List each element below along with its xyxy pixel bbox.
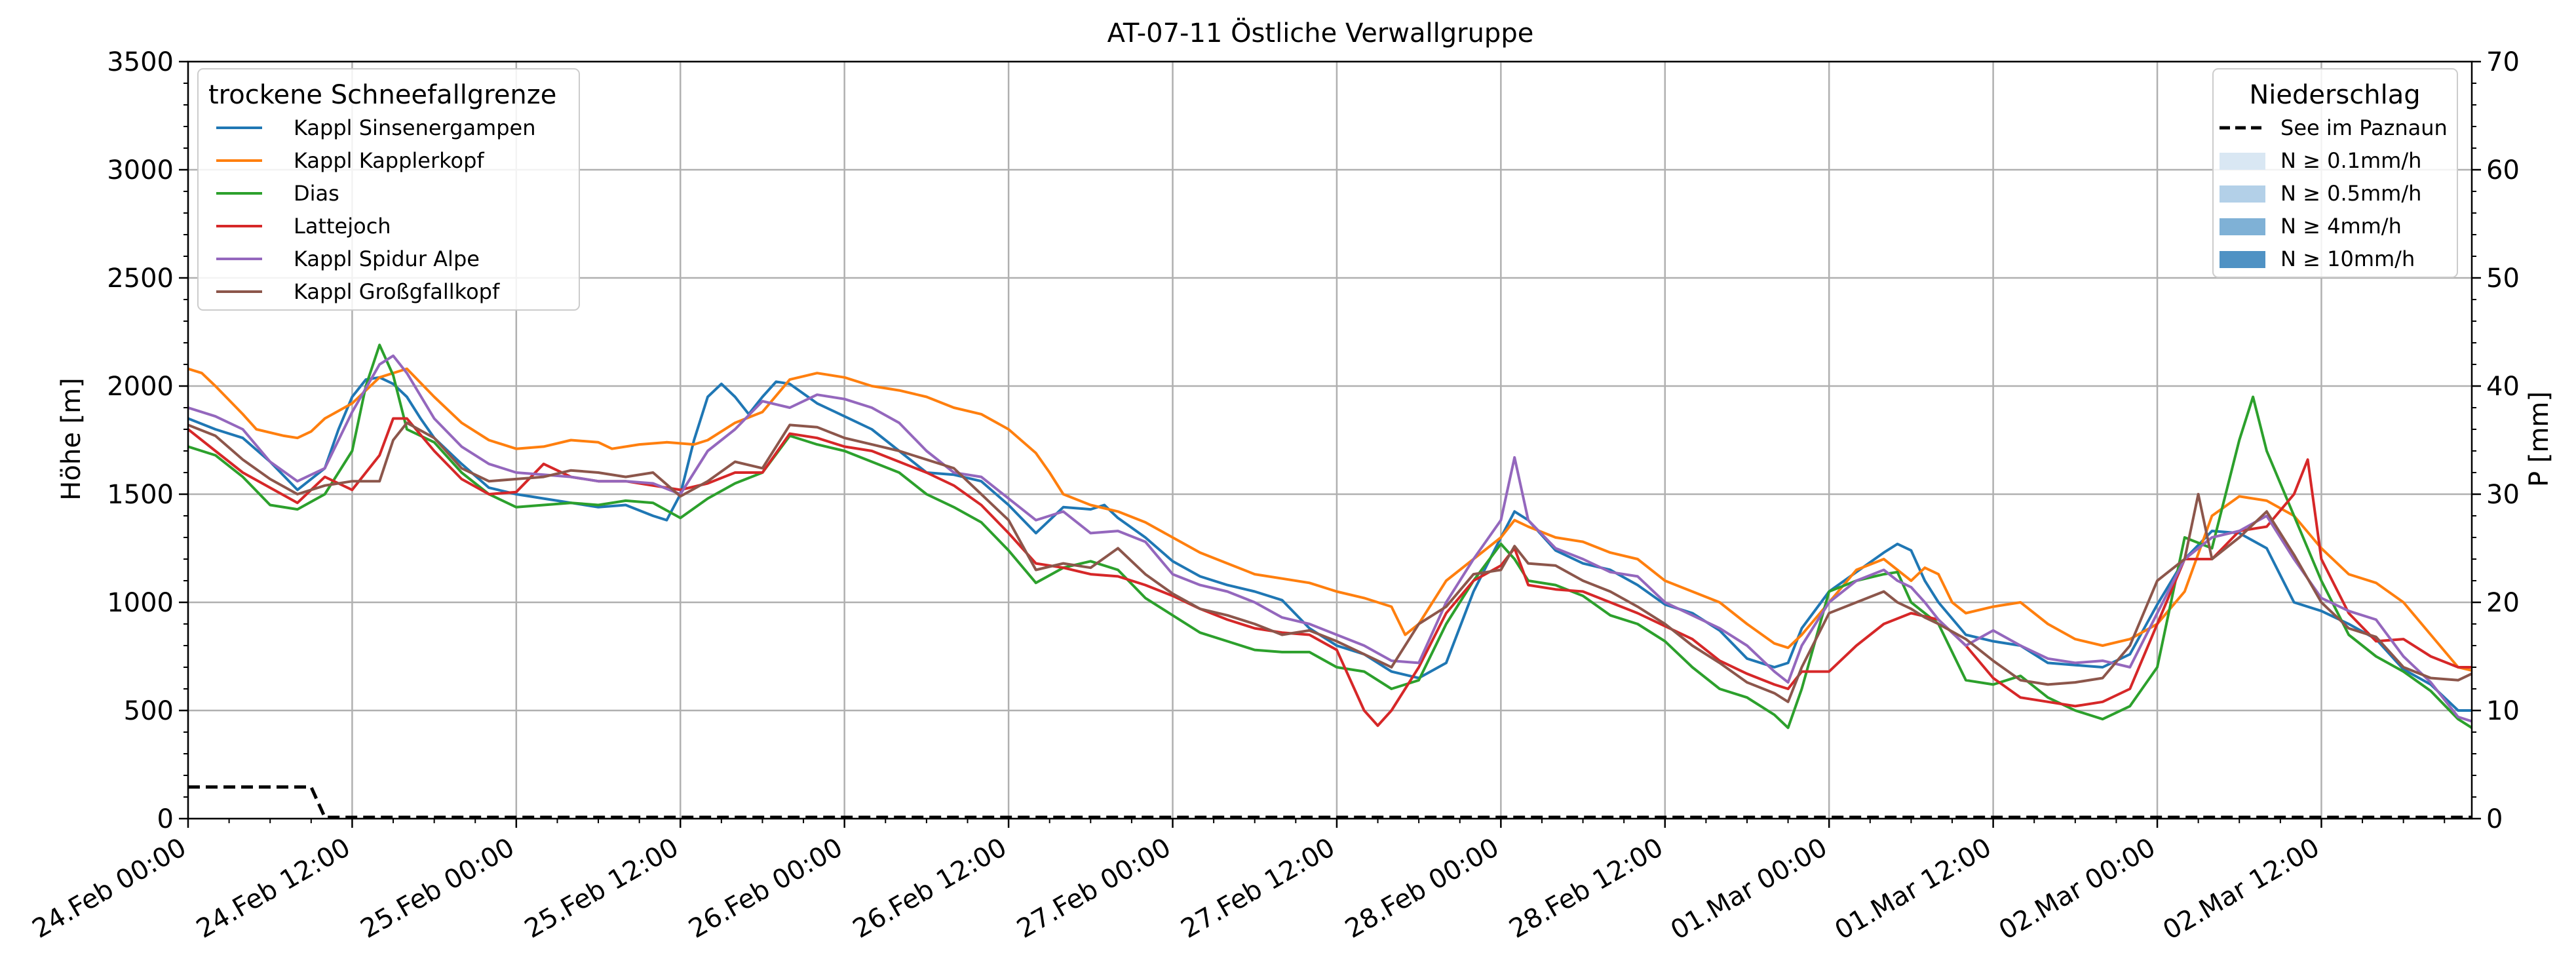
y-axis-label: Höhe [m] — [56, 378, 87, 500]
legend-patch — [2220, 185, 2265, 203]
legend-item-label: Kappl Großgfallkopf — [294, 279, 500, 304]
y-tick-label: 0 — [157, 804, 174, 834]
y2-tick-label: 40 — [2486, 372, 2520, 402]
legend-item-label: N ≥ 10mm/h — [2280, 246, 2415, 271]
y2-tick-label: 50 — [2486, 263, 2520, 294]
legend-patch — [2220, 251, 2265, 268]
x-tick-label: 24.Feb 12:00 — [191, 832, 355, 944]
x-tick-label: 25.Feb 12:00 — [520, 832, 683, 944]
y2-tick-label: 70 — [2486, 47, 2520, 77]
y-tick-label: 2500 — [107, 263, 174, 294]
x-tick-label: 02.Mar 00:00 — [1994, 832, 2161, 946]
legend-item-label: Kappl Spidur Alpe — [294, 246, 480, 271]
legend-precipitation: Niederschlag See im Paznaun N ≥ 0.1mm/h N… — [2213, 69, 2457, 277]
x-tick-label: 01.Mar 00:00 — [1666, 832, 1832, 946]
y2-tick-label: 0 — [2486, 804, 2503, 834]
y2-tick-label: 30 — [2486, 480, 2520, 510]
x-tick-label: 01.Mar 12:00 — [1830, 832, 1996, 946]
x-tick-label: 28.Feb 00:00 — [1340, 832, 1504, 944]
snowline-chart: AT-07-11 Östliche Verwallgruppe 05001000… — [0, 0, 2576, 972]
legend-item-label: See im Paznaun — [2280, 115, 2448, 140]
legend-item-label: N ≥ 4mm/h — [2280, 214, 2402, 239]
x-tick-label: 02.Mar 12:00 — [2158, 832, 2324, 946]
precip-line — [188, 787, 2472, 817]
y2-tick-label: 10 — [2486, 696, 2520, 726]
y-tick-label: 3500 — [107, 47, 174, 77]
y-tick-label: 500 — [124, 696, 174, 726]
legend-snowline: trockene Schneefallgrenze Kappl Sinsener… — [198, 69, 579, 310]
legend-item-label: N ≥ 0.5mm/h — [2280, 181, 2421, 206]
x-tick-label: 27.Feb 12:00 — [1176, 832, 1340, 944]
legend-item-label: Lattejoch — [294, 214, 391, 239]
legend-title: trockene Schneefallgrenze — [208, 80, 556, 110]
y2-tick-label: 20 — [2486, 588, 2520, 618]
legend-item-label: Dias — [294, 181, 339, 206]
chart-title: AT-07-11 Östliche Verwallgruppe — [1107, 17, 1534, 49]
legend-patch — [2220, 153, 2265, 170]
y-tick-label: 1000 — [107, 588, 174, 618]
y-tick-label: 2000 — [107, 372, 174, 402]
x-tick-label: 26.Feb 00:00 — [683, 832, 847, 944]
y-tick-label: 3000 — [107, 155, 174, 185]
legend-item-label: N ≥ 0.1mm/h — [2280, 148, 2421, 173]
y2-tick-label: 60 — [2486, 155, 2520, 185]
x-tick-label: 26.Feb 12:00 — [848, 832, 1012, 944]
legend-item-label: Kappl Sinsenergampen — [294, 115, 536, 140]
legend-title: Niederschlag — [2249, 80, 2420, 110]
legend-item-label: Kappl Kapplerkopf — [294, 148, 484, 173]
x-tick-label: 28.Feb 12:00 — [1505, 832, 1668, 944]
y-tick-label: 1500 — [107, 480, 174, 510]
y2-axis-label: P [mm] — [2524, 391, 2554, 487]
legend-patch — [2220, 218, 2265, 235]
x-tick-label: 25.Feb 00:00 — [356, 832, 520, 944]
x-tick-label: 27.Feb 00:00 — [1012, 832, 1176, 944]
x-tick-label: 24.Feb 00:00 — [28, 832, 191, 944]
